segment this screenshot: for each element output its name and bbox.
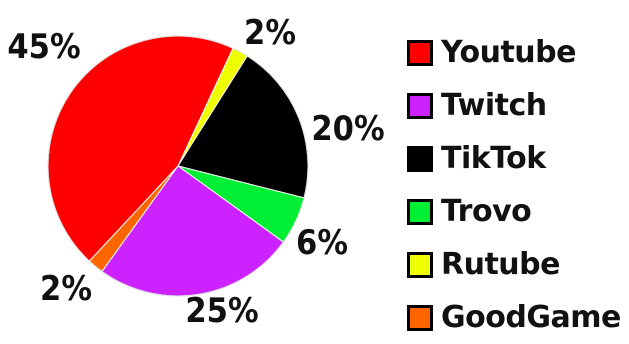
legend-item-trovo: Trovo: [407, 185, 629, 238]
legend-label-tiktok: TikTok: [441, 141, 546, 176]
value-label-trovo: 6%: [296, 223, 348, 263]
legend-item-goodgame: GoodGame: [407, 291, 629, 344]
pie-labels: 45% 25% 20% 6% 2% 2%: [7, 13, 384, 331]
pie-outline: [47, 35, 309, 297]
legend-label-twitch: Twitch: [441, 88, 547, 123]
value-label-twitch: 25%: [185, 291, 258, 331]
legend-swatch-tiktok: [407, 145, 433, 172]
legend: Youtube Twitch TikTok Trovo Rutube GoodGame: [407, 26, 629, 344]
legend-swatch-twitch: [407, 92, 433, 119]
legend-label-trovo: Trovo: [441, 194, 532, 229]
legend-item-rutube: Rutube: [407, 238, 629, 291]
value-label-tiktok: 20%: [311, 109, 384, 149]
legend-label-youtube: Youtube: [441, 35, 576, 70]
pie-chart: 45% 25% 20% 6% 2% 2%: [7, 13, 384, 331]
legend-label-goodgame: GoodGame: [441, 300, 621, 335]
legend-item-youtube: Youtube: [407, 26, 629, 79]
legend-swatch-goodgame: [407, 304, 433, 331]
value-label-rutube: 2%: [244, 13, 296, 53]
value-label-youtube: 45%: [7, 27, 80, 67]
legend-label-rutube: Rutube: [441, 247, 560, 282]
value-label-goodgame: 2%: [40, 269, 92, 309]
legend-swatch-rutube: [407, 251, 433, 278]
pie-slices: [47, 35, 309, 297]
legend-swatch-youtube: [407, 39, 433, 66]
legend-item-tiktok: TikTok: [407, 132, 629, 185]
legend-item-twitch: Twitch: [407, 79, 629, 132]
legend-swatch-trovo: [407, 198, 433, 225]
